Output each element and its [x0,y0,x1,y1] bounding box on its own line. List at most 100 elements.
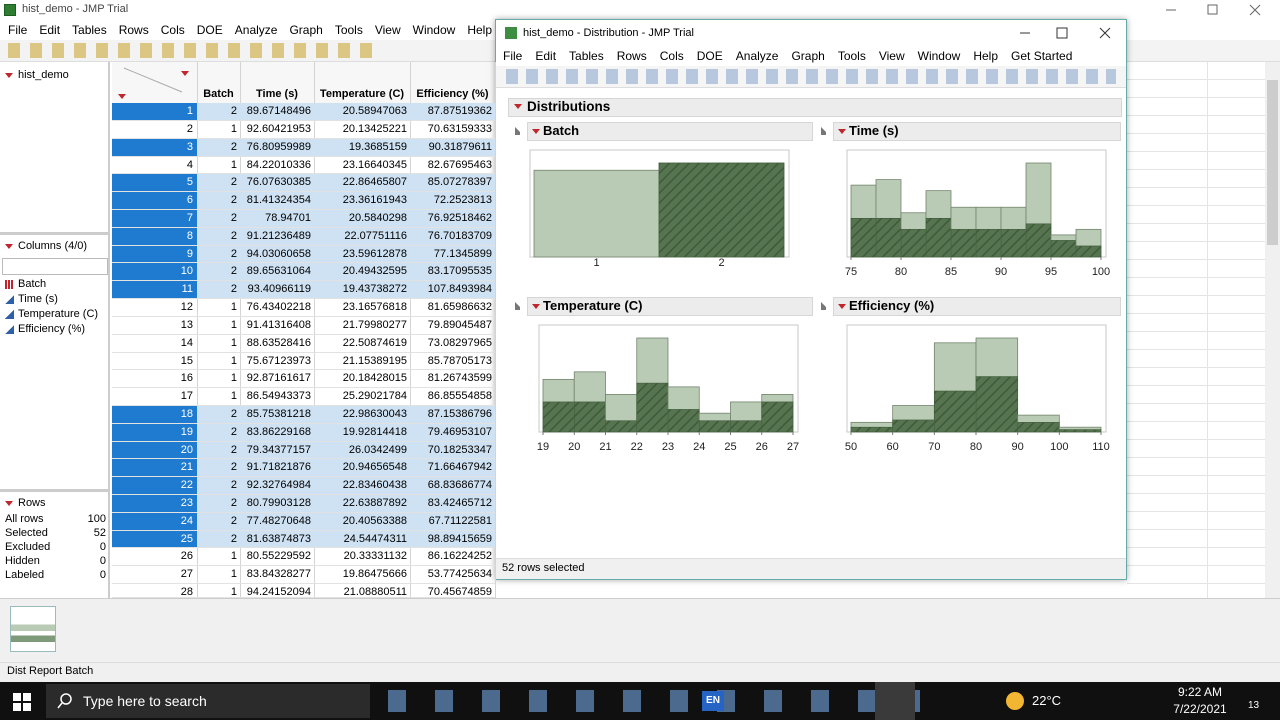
column-item[interactable]: Time (s) [18,293,58,305]
menu-item[interactable]: Tables [72,23,107,37]
table-cell[interactable]: 25.29021784 [342,390,407,403]
row-number[interactable]: 19 [112,423,197,442]
table-cell[interactable]: 20.13425221 [342,123,407,135]
table-cell[interactable]: 98.89415659 [427,532,492,545]
table-cell[interactable]: 81.26743599 [427,372,492,385]
menu-item[interactable]: Analyze [234,23,278,37]
row-number[interactable]: 15 [112,352,197,371]
table-cell[interactable]: 73.08297965 [427,336,492,349]
row-number[interactable]: 23 [112,495,197,513]
table-cell[interactable]: 21.79980277 [342,318,407,331]
table-cell[interactable]: 91.71821876 [246,461,311,474]
table-cell[interactable]: 107.8493984 [427,283,492,296]
scroll-thumb[interactable] [1267,80,1278,245]
table-cell[interactable]: 23.36161943 [342,194,407,207]
row-number[interactable]: 14 [112,334,197,353]
table-cell[interactable]: 80.79903128 [246,497,311,510]
row-number[interactable]: 7 [112,210,197,228]
table-cell[interactable]: 81.41324354 [246,194,311,207]
row-number[interactable]: 2 [112,121,197,139]
row-number[interactable]: 24 [112,512,197,531]
table-cell[interactable]: 2 [230,176,237,189]
table-cell[interactable]: 79.89045487 [427,318,492,331]
outline-toggle[interactable] [821,302,829,310]
table-cell[interactable]: 94.03060658 [246,247,311,260]
row-number[interactable]: 4 [112,156,197,175]
disclosure-icon[interactable] [5,73,13,78]
table-cell[interactable]: 89.65631064 [246,265,311,278]
clock-date[interactable]: 7/22/2021 [1173,702,1227,716]
table-cell[interactable]: 76.70183709 [427,229,492,242]
table-cell[interactable]: 19.86475666 [342,568,407,581]
menu-item[interactable]: Tables [569,49,604,63]
menu-item[interactable]: View [878,49,905,63]
column-item[interactable]: Efficiency (%) [18,323,86,335]
table-cell[interactable]: 89.67148496 [246,105,311,118]
row-number[interactable]: 21 [112,459,197,478]
table-cell[interactable]: 22.83460438 [342,479,407,492]
dist-window-controls[interactable] [1000,22,1125,44]
table-cell[interactable]: 86.54943373 [246,390,311,403]
table-cell[interactable]: 83.17095535 [427,265,492,278]
table-cell[interactable]: 23.16576818 [342,301,407,314]
table-cell[interactable]: 87.87519362 [427,105,492,118]
table-cell[interactable]: 67.71122581 [428,514,492,527]
table-cell[interactable]: 80.55229592 [246,550,311,563]
clock-time[interactable]: 9:22 AM [1177,685,1223,699]
table-cell[interactable]: 90.31879611 [428,140,492,153]
row-number[interactable]: 17 [112,388,197,406]
table-cell[interactable]: 86.85554858 [427,390,492,403]
table-cell[interactable]: 2 [230,407,237,420]
row-number[interactable]: 27 [112,566,197,585]
language-icon[interactable]: EN [702,691,724,711]
row-number[interactable]: 22 [112,477,197,495]
menu-item[interactable]: DOE [696,49,723,63]
row-number[interactable]: 3 [112,138,197,157]
menu-item[interactable]: Get Started [1011,49,1073,63]
row-number[interactable]: 20 [112,441,197,460]
table-cell[interactable]: 79.46953107 [427,425,492,438]
column-header[interactable]: Temperature (C) [319,88,405,100]
disclosure-icon[interactable] [838,304,846,309]
table-cell[interactable]: 83.42465712 [427,497,492,510]
table-cell[interactable]: 22.98630043 [342,407,407,420]
column-header[interactable]: Efficiency (%) [416,88,489,100]
table-cell[interactable]: 1 [230,354,237,367]
table-cell[interactable]: 2 [230,247,237,260]
close[interactable] [1099,27,1111,39]
menu-item[interactable]: File [8,23,28,37]
menu-item[interactable]: Edit [535,49,557,63]
table-cell[interactable]: 53.77425634 [427,568,492,581]
table-cell[interactable]: 76.07630385 [246,176,311,189]
menu-item[interactable]: Window [412,23,456,37]
row-number[interactable]: 9 [112,245,197,264]
close[interactable] [1249,4,1261,16]
table-cell[interactable]: 92.32764984 [246,479,311,492]
menu-item[interactable]: File [503,49,523,63]
table-cell[interactable]: 2 [230,212,237,225]
table-cell[interactable]: 19.43738272 [342,283,407,296]
table-cell[interactable]: 94.24152094 [246,586,311,598]
weather[interactable]: 22°C [1032,693,1062,708]
table-cell[interactable]: 21.15389195 [342,354,407,367]
menu-item[interactable]: Help [973,49,999,63]
table-cell[interactable]: 1 [230,123,237,135]
row-number[interactable]: 13 [112,316,197,335]
table-cell[interactable]: 2 [230,229,237,242]
column-header[interactable]: Time (s) [256,88,298,100]
column-search[interactable] [2,258,108,275]
table-cell[interactable]: 22.86465807 [342,176,407,189]
table-cell[interactable]: 2 [230,497,237,510]
table-cell[interactable]: 24.54474311 [343,532,407,545]
menu-item[interactable]: Edit [39,23,61,37]
table-cell[interactable]: 1 [230,318,237,331]
outline-toggle[interactable] [515,302,523,310]
disclosure-icon[interactable] [514,104,522,109]
row-number[interactable]: 11 [112,281,197,300]
table-cell[interactable]: 1 [230,158,237,171]
row-number[interactable]: 8 [112,227,197,246]
row-number[interactable]: 25 [112,530,197,549]
row-number[interactable]: 10 [112,263,197,282]
table-cell[interactable]: 2 [230,479,237,492]
table-cell[interactable]: 19.3685159 [348,140,407,153]
